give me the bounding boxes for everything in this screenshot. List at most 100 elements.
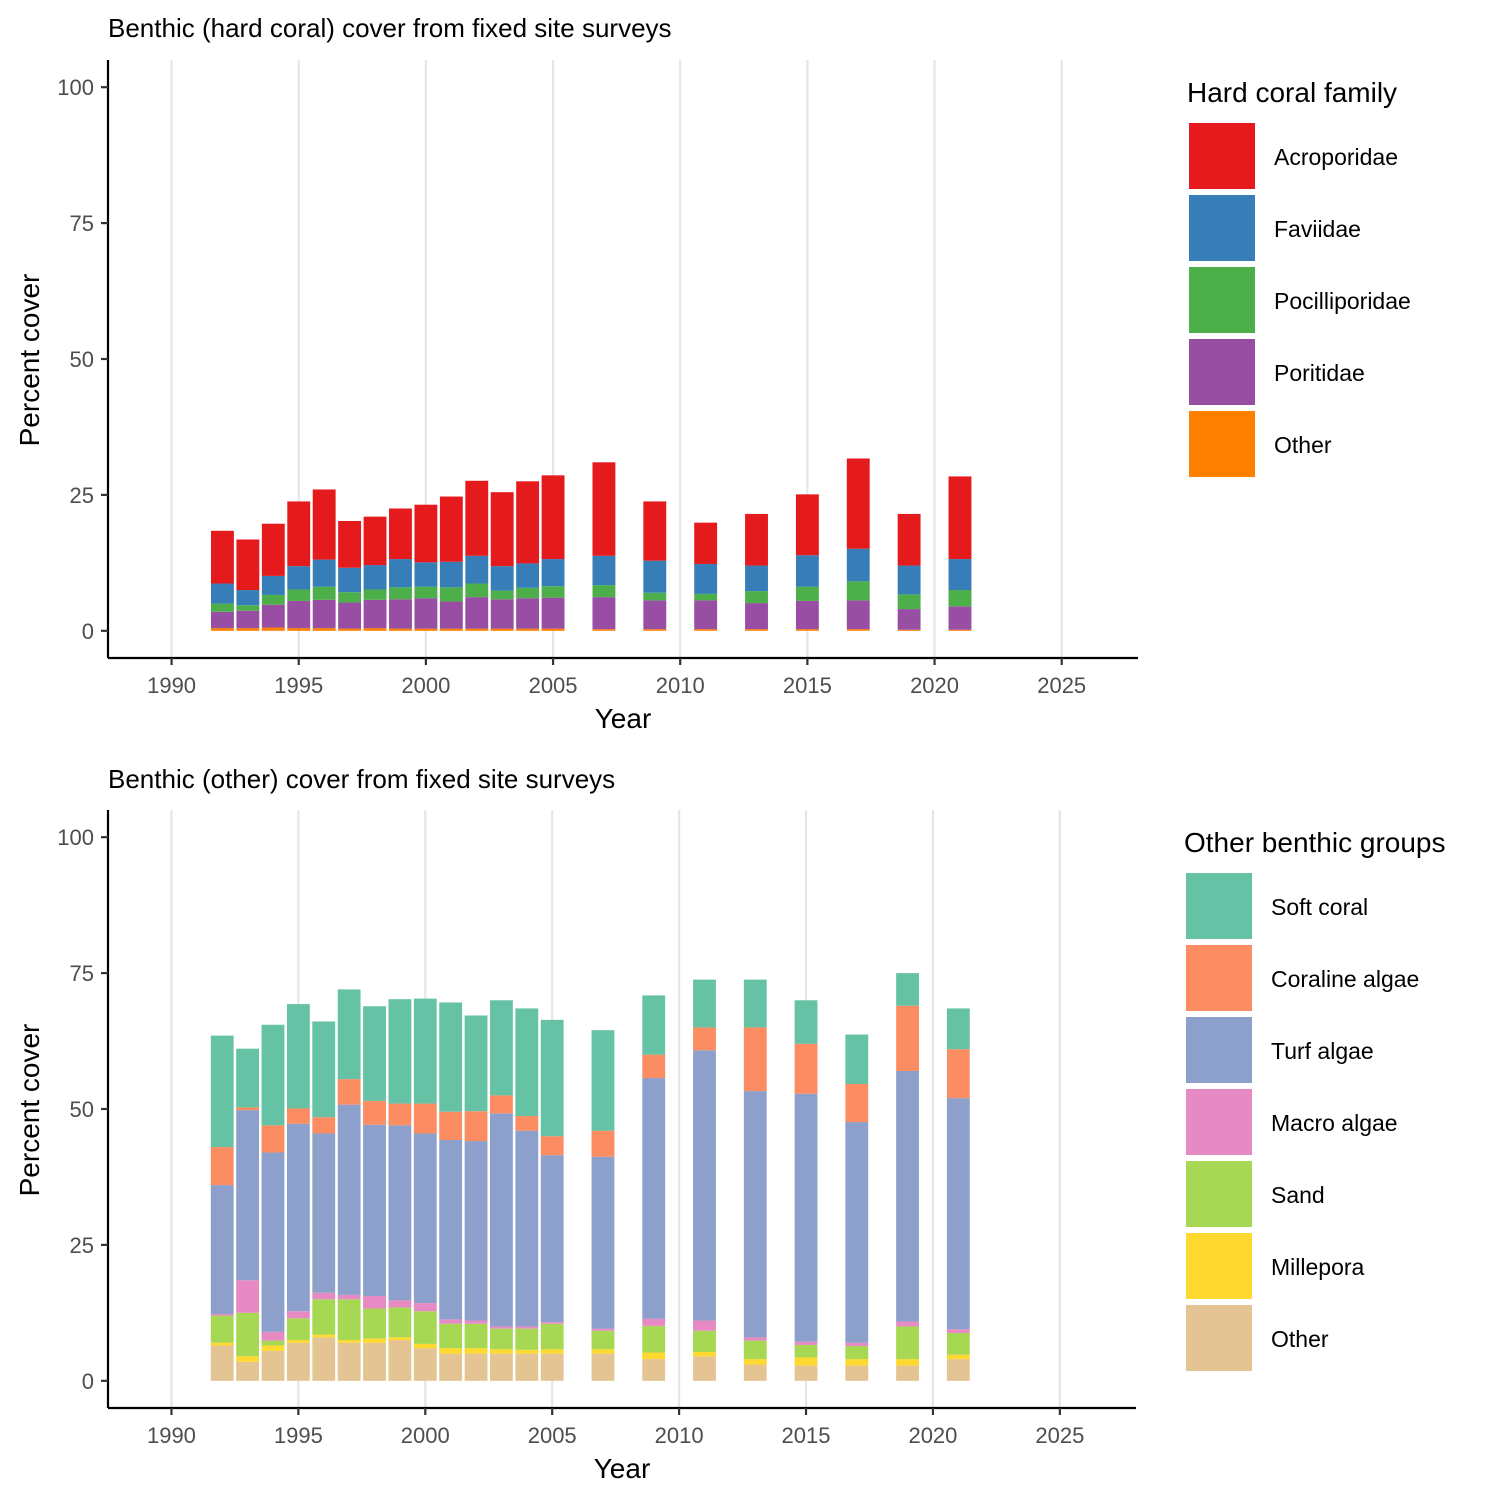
- x-tick-label-2020: 2020: [910, 673, 959, 698]
- legend-title: Other benthic groups: [1184, 827, 1446, 858]
- bar-1994-acroporidae: [261, 523, 285, 576]
- bar-1993-acroporidae: [236, 539, 260, 591]
- bar-1998-turf-algae: [363, 1124, 386, 1297]
- bar-1998-coraline-algae: [363, 1100, 386, 1125]
- bar-1998-soft-coral: [363, 1006, 386, 1101]
- bar-2013-pocilliporidae: [745, 591, 768, 604]
- bar-2017-faviidae: [846, 548, 870, 582]
- legend-label-acroporidae: Acroporidae: [1274, 144, 1398, 170]
- y-tick-label-0: 0: [82, 1369, 94, 1394]
- bar-2015-turf-algae: [794, 1093, 818, 1342]
- bar-1996-faviidae: [312, 559, 336, 587]
- bar-2017-turf-algae: [845, 1122, 869, 1343]
- x-tick-label-1995: 1995: [274, 673, 323, 698]
- bar-2011-poritidae: [694, 600, 718, 630]
- x-tick-label-2015: 2015: [782, 1423, 831, 1448]
- bar-2004-millepora: [515, 1349, 539, 1354]
- bar-2004-other: [515, 1353, 539, 1381]
- bar-1997-faviidae: [338, 567, 362, 593]
- x-axis-title: Year: [594, 1453, 651, 1484]
- bar-2000-acroporidae: [414, 504, 438, 563]
- bar-2004-turf-algae: [515, 1130, 539, 1327]
- bar-2002-other: [465, 628, 489, 631]
- x-tick-label-2020: 2020: [908, 1423, 957, 1448]
- bar-2001-turf-algae: [439, 1139, 463, 1320]
- bar-2013-soft-coral: [743, 979, 767, 1028]
- bars: [211, 458, 972, 631]
- bar-2003-soft-coral: [490, 1000, 513, 1096]
- bar-2021-pocilliporidae: [948, 590, 972, 607]
- bar-2009-soft-coral: [642, 995, 666, 1055]
- legend-key-acroporidae: [1189, 123, 1255, 189]
- legend-label-macro-algae: Macro algae: [1271, 1110, 1398, 1136]
- legend-label-coraline-algae: Coraline algae: [1271, 966, 1419, 992]
- bar-2015-sand: [794, 1344, 818, 1358]
- bar-2001-faviidae: [439, 561, 463, 588]
- bar-1997-soft-coral: [337, 989, 361, 1080]
- legend-label-other: Other: [1274, 432, 1332, 458]
- bar-2001-other: [439, 1353, 463, 1381]
- bar-2007-coraline-algae: [591, 1130, 615, 1157]
- bar-2013-millepora: [743, 1359, 767, 1365]
- bar-1997-coraline-algae: [337, 1079, 361, 1105]
- bar-2011-soft-coral: [693, 979, 716, 1028]
- y-ticks: 0 25 50 75 100: [57, 825, 108, 1394]
- bar-1993-millepora: [236, 1356, 260, 1362]
- legend-label-poritidae: Poritidae: [1274, 360, 1365, 386]
- legend-key-coraline-algae: [1186, 945, 1252, 1011]
- bar-2003-faviidae: [490, 566, 514, 591]
- legend-key-macro-algae: [1186, 1089, 1252, 1155]
- bar-2019-faviidae: [897, 565, 921, 595]
- x-tick-label-2005: 2005: [528, 1423, 577, 1448]
- bar-2013-other: [745, 629, 768, 631]
- bar-1992-macro-algae: [210, 1313, 234, 1316]
- legend-item-faviidae: Faviidae: [1189, 195, 1361, 261]
- bar-1992-coraline-algae: [210, 1147, 234, 1186]
- y-axis-title: Percent cover: [14, 274, 45, 447]
- x-tick-label-2010: 2010: [655, 1423, 704, 1448]
- bar-2019-turf-algae: [896, 1070, 919, 1322]
- legend-item-pocilliporidae: Pocilliporidae: [1189, 267, 1411, 333]
- bar-2015-soft-coral: [794, 1000, 818, 1044]
- bar-1995-poritidae: [287, 600, 311, 629]
- bar-2002-sand: [464, 1323, 488, 1349]
- bar-2013-sand: [743, 1340, 767, 1360]
- bar-2017-other: [846, 629, 870, 631]
- hard-coral-panel: Benthic (hard coral) cover from fixed si…: [14, 13, 1411, 734]
- legend-label-millepora: Millepora: [1271, 1254, 1365, 1280]
- bar-1994-pocilliporidae: [261, 594, 285, 605]
- bar-2017-sand: [845, 1346, 869, 1360]
- legend-key-other: [1189, 411, 1255, 477]
- y-tick-label-100: 100: [57, 825, 94, 850]
- bar-2004-soft-coral: [515, 1008, 539, 1117]
- bar-2007-soft-coral: [591, 1030, 615, 1131]
- bar-2005-poritidae: [541, 597, 565, 629]
- bar-1997-acroporidae: [338, 521, 362, 568]
- bar-2000-sand: [413, 1311, 437, 1344]
- x-tick-label-1990: 1990: [147, 1423, 196, 1448]
- bar-2005-coraline-algae: [540, 1136, 564, 1156]
- bar-1992-acroporidae: [211, 530, 234, 584]
- bar-2003-sand: [490, 1328, 513, 1350]
- y-tick-label-25: 25: [70, 483, 94, 508]
- bar-2004-other: [516, 628, 540, 631]
- bar-2004-pocilliporidae: [516, 587, 540, 599]
- bar-2000-turf-algae: [413, 1133, 437, 1304]
- bar-1995-acroporidae: [287, 501, 311, 567]
- bar-1993-poritidae: [236, 610, 260, 629]
- bar-2021-poritidae: [948, 606, 972, 630]
- bar-2002-soft-coral: [464, 1015, 488, 1112]
- bar-1995-other: [287, 628, 311, 631]
- bar-2009-faviidae: [643, 560, 667, 593]
- bar-1998-faviidae: [363, 565, 387, 590]
- bar-1993-macro-algae: [236, 1280, 260, 1313]
- bar-2011-millepora: [693, 1352, 716, 1357]
- bar-2000-macro-algae: [413, 1303, 437, 1312]
- bar-2011-macro-algae: [693, 1320, 716, 1331]
- bar-2009-poritidae: [643, 600, 667, 630]
- bar-1999-other: [388, 1340, 412, 1381]
- bar-2017-poritidae: [846, 600, 870, 630]
- bar-2000-coraline-algae: [413, 1103, 437, 1134]
- bar-1993-pocilliporidae: [236, 605, 260, 611]
- bar-1998-other: [363, 628, 387, 631]
